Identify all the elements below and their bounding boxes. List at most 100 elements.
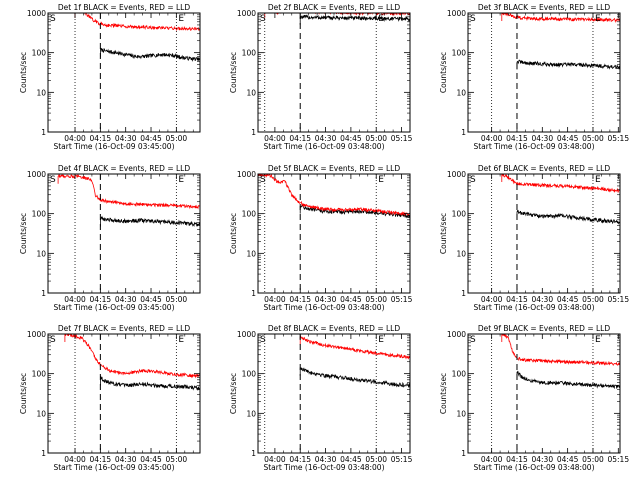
x-axis-label: Start Time (16-Oct-09 03:48:00) xyxy=(473,303,594,312)
end-marker-label: E xyxy=(178,175,184,185)
y-tick-label: 100 xyxy=(32,210,47,219)
series-lld-line xyxy=(501,174,620,194)
x-tick-label: 04:15 xyxy=(289,455,311,464)
y-tick-label: 1000 xyxy=(237,170,256,179)
x-tick-label: 04:45 xyxy=(140,295,162,304)
y-tick-label: 100 xyxy=(242,210,257,219)
chart-title: Det 8f BLACK = Events, RED = LLD xyxy=(268,324,401,333)
x-tick-label: 04:45 xyxy=(140,455,162,464)
end-marker-label: E xyxy=(178,14,184,24)
y-tick-label: 1 xyxy=(251,289,256,298)
y-tick-label: 1000 xyxy=(237,330,256,339)
plot-frame xyxy=(47,12,201,133)
y-tick-label: 1 xyxy=(461,449,466,458)
plot-area xyxy=(258,174,410,219)
x-tick-label: 04:30 xyxy=(531,295,553,304)
y-tick-label: 100 xyxy=(242,49,257,58)
x-tick-label: 05:00 xyxy=(365,295,387,304)
x-tick-label: 04:45 xyxy=(140,134,162,143)
plot-frame xyxy=(467,333,621,454)
y-tick-label: 1 xyxy=(251,449,256,458)
x-axis-label: Start Time (16-Oct-09 03:45:00) xyxy=(53,142,174,151)
start-marker-label: S xyxy=(50,335,56,345)
start-marker-label: S xyxy=(260,14,266,24)
y-tick-label: 100 xyxy=(452,210,467,219)
y-tick-label: 1 xyxy=(41,449,46,458)
series-events-line xyxy=(516,209,620,225)
plot-frame xyxy=(47,333,201,454)
start-marker-label: S xyxy=(50,14,56,24)
plot-area xyxy=(74,13,200,62)
series-lld-line xyxy=(299,335,410,360)
x-tick-label: 05:00 xyxy=(166,295,188,304)
y-tick-label: 10 xyxy=(246,88,256,97)
x-tick-label: 05:00 xyxy=(365,134,387,143)
x-tick-label: 04:00 xyxy=(64,455,86,464)
y-axis-label: Counts/sec xyxy=(439,373,448,414)
x-axis-label: Start Time (16-Oct-09 03:48:00) xyxy=(473,463,594,472)
y-axis-label: Counts/sec xyxy=(19,213,28,254)
series-events-line xyxy=(100,375,200,391)
y-tick-label: 1000 xyxy=(237,9,256,18)
series-events-line xyxy=(516,59,620,70)
x-tick-label: 05:00 xyxy=(582,455,604,464)
x-tick-label: 04:45 xyxy=(557,134,579,143)
y-tick-label: 1 xyxy=(251,128,256,137)
y-axis-label: Counts/sec xyxy=(229,373,238,414)
x-tick-label: 04:15 xyxy=(506,295,528,304)
x-tick-label: 04:15 xyxy=(506,455,528,464)
plot-area xyxy=(501,174,620,225)
x-tick-label: 04:15 xyxy=(90,455,112,464)
plot-frame xyxy=(257,12,411,133)
y-tick-label: 100 xyxy=(242,370,257,379)
x-tick-label: 04:00 xyxy=(264,295,286,304)
x-tick-label: 05:15 xyxy=(607,455,629,464)
plot-area xyxy=(64,334,200,391)
x-tick-label: 05:15 xyxy=(607,295,629,304)
series-events-line xyxy=(299,203,410,219)
x-tick-label: 04:00 xyxy=(481,295,503,304)
y-tick-label: 10 xyxy=(456,409,466,418)
x-tick-label: 04:15 xyxy=(506,134,528,143)
y-tick-label: 1000 xyxy=(27,330,46,339)
start-marker-label: S xyxy=(260,335,266,345)
y-tick-label: 10 xyxy=(456,88,466,97)
plot-frame xyxy=(257,173,411,294)
series-lld-line xyxy=(74,13,200,32)
chart-title: Det 1f BLACK = Events, RED = LLD xyxy=(58,3,191,12)
chart-title: Det 4f BLACK = Events, RED = LLD xyxy=(58,164,191,173)
end-marker-label: E xyxy=(178,335,184,345)
x-tick-label: 04:00 xyxy=(481,134,503,143)
chart-title: Det 9f BLACK = Events, RED = LLD xyxy=(478,324,611,333)
y-tick-label: 100 xyxy=(32,49,47,58)
x-tick-label: 05:00 xyxy=(582,295,604,304)
y-tick-label: 1 xyxy=(461,128,466,137)
y-axis-label: Counts/sec xyxy=(19,373,28,414)
chart-title: Det 5f BLACK = Events, RED = LLD xyxy=(268,164,401,173)
start-marker-label: S xyxy=(50,175,56,185)
x-tick-label: 05:15 xyxy=(391,455,413,464)
x-tick-label: 04:45 xyxy=(557,295,579,304)
x-tick-label: 04:30 xyxy=(315,134,337,143)
series-lld-line xyxy=(57,174,200,210)
x-tick-label: 04:15 xyxy=(289,134,311,143)
plot-area xyxy=(501,334,620,390)
end-marker-label: E xyxy=(595,175,601,185)
y-tick-label: 10 xyxy=(36,88,46,97)
end-marker-label: E xyxy=(378,14,384,24)
chart-title: Det 6f BLACK = Events, RED = LLD xyxy=(478,164,611,173)
y-tick-label: 10 xyxy=(36,409,46,418)
x-axis-label: Start Time (16-Oct-09 03:48:00) xyxy=(263,463,384,472)
y-tick-label: 1000 xyxy=(447,330,466,339)
x-tick-label: 04:30 xyxy=(531,455,553,464)
y-tick-label: 10 xyxy=(36,249,46,258)
x-tick-label: 04:15 xyxy=(289,295,311,304)
chart-title: Det 7f BLACK = Events, RED = LLD xyxy=(58,324,191,333)
